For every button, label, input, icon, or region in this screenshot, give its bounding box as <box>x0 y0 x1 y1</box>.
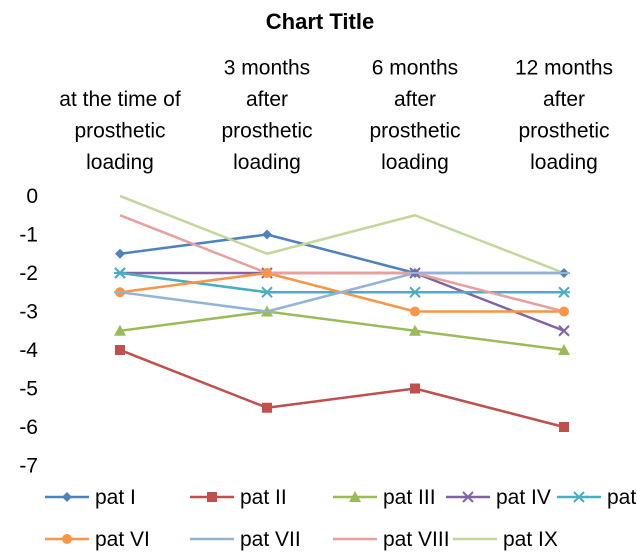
y-tick-label: -2 <box>19 262 38 285</box>
y-tick-label: -4 <box>19 339 38 362</box>
legend-label: pat II <box>240 486 287 509</box>
legend-marker <box>462 491 474 503</box>
legend-item: pat VI <box>45 528 150 551</box>
data-point <box>558 325 570 337</box>
data-point <box>558 286 570 298</box>
data-point <box>115 345 125 355</box>
legend-item: pat V <box>557 486 637 509</box>
data-point <box>559 306 569 317</box>
legend-marker <box>62 492 72 502</box>
legend-label: pat IX <box>503 528 558 551</box>
series-line <box>119 271 564 313</box>
legend-item: pat IV <box>446 486 551 509</box>
series-line <box>119 214 565 313</box>
data-point <box>262 229 272 240</box>
legend-marker <box>62 534 72 544</box>
legend-item: pat III <box>333 486 436 509</box>
legend-label: pat III <box>383 486 436 509</box>
y-tick-label: -5 <box>19 378 38 401</box>
data-point <box>559 422 569 432</box>
data-point <box>114 324 126 336</box>
data-point <box>262 402 272 413</box>
series-line <box>119 310 565 352</box>
legend-item: pat I <box>45 486 136 509</box>
legend-item: pat VII <box>190 528 301 551</box>
legend-marker <box>207 492 217 502</box>
category-label: 12 months after prosthetic loading <box>515 57 613 175</box>
legend-label: pat I <box>95 486 136 509</box>
data-point <box>410 383 420 394</box>
legend-item: pat IX <box>453 528 558 551</box>
data-point <box>409 286 421 298</box>
data-point <box>115 248 125 259</box>
y-tick-label: -3 <box>19 301 38 324</box>
legend-marker <box>573 491 585 503</box>
data-point <box>558 344 570 355</box>
data-point <box>114 267 126 279</box>
y-tick-label: -6 <box>19 416 38 439</box>
series-line <box>119 194 565 275</box>
legend-label: pat IV <box>496 486 551 509</box>
legend-label: pat VIII <box>383 528 450 551</box>
legend-item: pat II <box>190 486 287 509</box>
category-label: at the time of prosthetic loading <box>59 88 181 174</box>
legend-item: pat VIII <box>333 528 450 551</box>
data-point <box>261 286 273 298</box>
y-tick-label: 0 <box>26 185 38 208</box>
category-label: 3 months after prosthetic loading <box>221 57 312 175</box>
y-tick-label: -1 <box>19 224 38 247</box>
legend-label: pat V <box>607 486 637 509</box>
data-point <box>410 306 420 317</box>
data-point <box>262 268 272 278</box>
legend-marker <box>349 491 361 502</box>
y-tick-label: -7 <box>19 455 38 478</box>
legend-label: pat VII <box>240 528 301 551</box>
series-line <box>119 348 565 429</box>
chart-title: Chart Title <box>266 9 374 34</box>
legend-label: pat VI <box>95 528 150 551</box>
data-point <box>409 324 421 336</box>
category-label: 6 months after prosthetic loading <box>369 57 460 175</box>
